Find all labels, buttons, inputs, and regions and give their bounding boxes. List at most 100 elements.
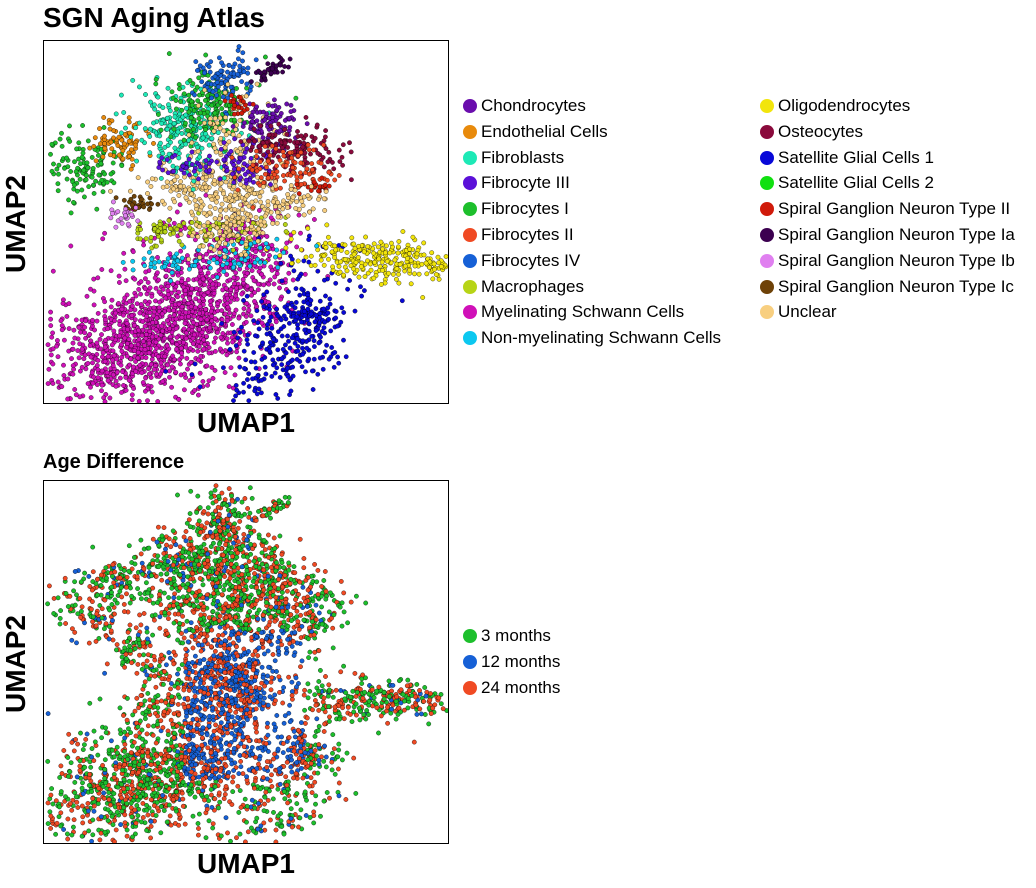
scatter-point [254, 168, 260, 174]
scatter-point [94, 206, 100, 212]
scatter-point [140, 380, 146, 385]
scatter-point [193, 296, 199, 302]
scatter-point [376, 256, 382, 262]
scatter-point [95, 752, 101, 758]
scatter-point [236, 104, 241, 110]
scatter-point [138, 227, 143, 232]
legend-swatch [760, 279, 774, 294]
scatter-point [236, 44, 242, 49]
scatter-point [135, 745, 140, 751]
scatter-point [243, 319, 249, 325]
scatter-point [70, 346, 76, 352]
scatter-point [145, 280, 151, 285]
scatter-point [222, 90, 228, 95]
scatter-point [223, 115, 228, 120]
scatter-point [240, 277, 246, 282]
scatter-point [110, 363, 116, 369]
scatter-point [56, 814, 62, 820]
scatter-point [196, 327, 202, 332]
scatter-point [235, 233, 241, 238]
scatter-point [169, 384, 174, 390]
scatter-point [255, 130, 261, 135]
scatter-point [179, 304, 185, 310]
scatter-point [275, 214, 281, 220]
scatter-point [351, 241, 357, 247]
scatter-point [143, 236, 149, 242]
scatter-point [243, 93, 249, 99]
scatter-point [193, 259, 198, 264]
scatter-point [135, 813, 141, 818]
scatter-point [189, 140, 195, 146]
scatter-point [111, 353, 117, 359]
scatter-point [119, 137, 125, 143]
scatter-point [142, 347, 148, 352]
scatter-point [172, 152, 178, 158]
scatter-point [176, 82, 182, 87]
scatter-point [265, 61, 271, 67]
scatter-point [85, 165, 91, 171]
scatter-point [118, 822, 123, 827]
scatter-point [183, 120, 188, 126]
scatter-point [308, 151, 313, 157]
scatter-point [210, 281, 216, 287]
scatter-point [349, 177, 354, 183]
scatter-point [114, 809, 120, 815]
scatter-point [216, 774, 222, 780]
scatter-point [63, 794, 68, 800]
scatter-point [421, 240, 427, 246]
scatter-point [333, 280, 339, 286]
scatter-point [198, 164, 203, 170]
scatter-point [407, 246, 412, 252]
scatter-point [246, 138, 252, 144]
scatter-point [188, 304, 194, 309]
scatter-point [212, 115, 218, 121]
scatter-point [164, 343, 170, 349]
scatter-point [47, 809, 53, 815]
scatter-point [108, 215, 114, 221]
scatter-point [306, 259, 312, 265]
scatter-point [86, 184, 92, 189]
scatter-point [262, 364, 268, 370]
scatter-point [69, 356, 74, 361]
scatter-point [211, 257, 217, 262]
scatter-point [228, 149, 234, 154]
scatter-point [77, 176, 83, 182]
scatter-point [124, 345, 129, 350]
scatter-point [119, 92, 124, 98]
scatter-point [302, 271, 308, 277]
scatter-point [300, 203, 306, 208]
scatter-point [196, 75, 202, 81]
scatter-point [142, 343, 147, 348]
scatter-point [110, 348, 116, 354]
scatter-point [270, 115, 275, 120]
scatter-point [138, 302, 144, 307]
scatter-point [55, 181, 61, 187]
scatter-point [323, 189, 329, 194]
scatter-point [54, 166, 60, 172]
scatter-point [203, 307, 209, 312]
scatter-point [130, 267, 136, 273]
scatter-point [148, 361, 154, 367]
scatter-point [121, 312, 126, 318]
scatter-point [264, 331, 270, 337]
scatter-point [219, 60, 224, 66]
scatter-point [50, 361, 56, 367]
scatter-point [91, 803, 97, 809]
scatter-point [114, 744, 120, 750]
scatter-point [251, 350, 257, 355]
scatter-point [202, 282, 207, 288]
scatter-point [129, 814, 135, 820]
scatter-point [90, 796, 96, 801]
scatter-point [190, 813, 196, 819]
scatter-point [296, 191, 302, 196]
scatter-point [221, 157, 227, 163]
scatter-point [230, 124, 236, 129]
scatter-point [333, 247, 338, 253]
scatter-point [251, 230, 257, 236]
legend-item: Macrophages [463, 275, 584, 299]
scatter-point [144, 807, 150, 813]
scatter-point [236, 315, 242, 321]
scatter-point [174, 808, 179, 814]
scatter-point [181, 298, 187, 304]
scatter-point [98, 161, 104, 167]
